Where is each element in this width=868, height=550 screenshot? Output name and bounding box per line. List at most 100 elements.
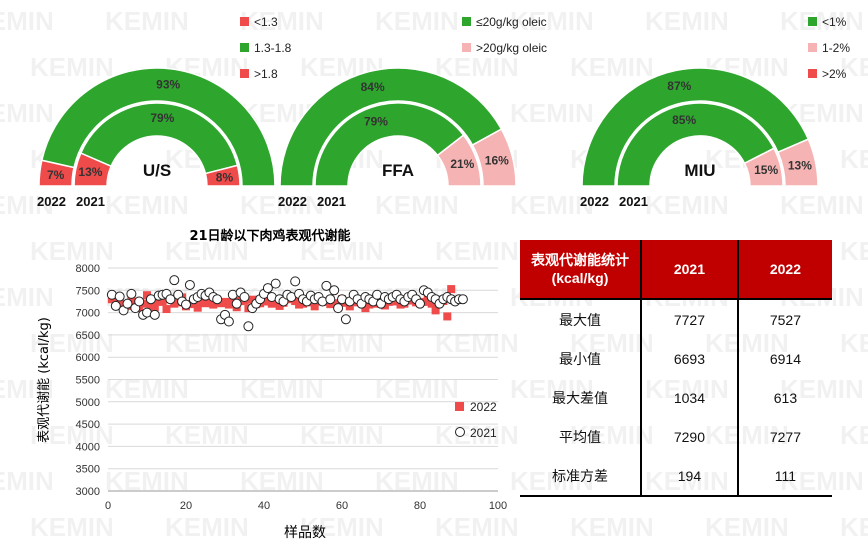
- legend-label: 1.3-1.8: [254, 41, 292, 55]
- table-cell: 7727: [641, 299, 739, 339]
- y-tick-label: 7000: [76, 308, 100, 320]
- point-2022: [447, 285, 456, 294]
- point-2022: [427, 299, 436, 308]
- legend-label: ≤20g/kg oleic: [476, 15, 547, 29]
- legend-swatch: [808, 43, 817, 52]
- point-2021: [110, 300, 121, 311]
- point-2021: [340, 314, 351, 325]
- gauge-segment: [471, 128, 517, 187]
- legend: 2022 2021: [455, 400, 497, 440]
- ring-year-label: 2021: [76, 194, 105, 209]
- table-header-text: 表观代谢能统计: [531, 252, 629, 268]
- ring-year-label: 2022: [278, 194, 307, 209]
- y-tick-label: 8000: [76, 263, 100, 275]
- table-header-row: 表观代谢能统计 (kcal/kg) 2021 2022: [520, 240, 832, 300]
- gauge-segment: [314, 102, 465, 187]
- point-2022: [162, 305, 171, 314]
- gauge-segment: [777, 138, 819, 187]
- segment-label: 79%: [150, 111, 174, 125]
- point-2022: [150, 303, 159, 312]
- segment-label: 87%: [667, 79, 691, 93]
- watermark-text: KEMIN: [840, 512, 868, 542]
- table-row: 最小值 6693 6914: [520, 339, 832, 378]
- ring-year-label: 2022: [37, 194, 66, 209]
- legend-swatch: [808, 69, 817, 78]
- legend-swatch: [240, 43, 249, 52]
- point-2021: [181, 299, 191, 310]
- point-2021: [134, 296, 145, 307]
- x-axis-label: 样品数: [284, 525, 326, 541]
- segment-label: 21%: [450, 157, 474, 171]
- segment-label: 16%: [485, 154, 509, 168]
- point-2021: [223, 316, 234, 327]
- y-axis-label: 表观代谢能 (kcal/kg): [36, 317, 52, 443]
- x-tick-label: 80: [414, 500, 426, 512]
- point-2022: [158, 297, 167, 306]
- x-tick-label: 100: [489, 500, 507, 512]
- legend-label: <1%: [822, 15, 847, 29]
- point-2021: [149, 309, 160, 320]
- point-2022: [193, 303, 202, 312]
- legend-label: >1.8: [254, 67, 278, 81]
- point-2021: [290, 276, 301, 287]
- gauge-segment: [279, 67, 503, 187]
- gauge-name: MIU: [684, 161, 715, 180]
- segment-label: 13%: [78, 165, 102, 179]
- table-cell: 6693: [641, 339, 739, 378]
- point-2022: [310, 302, 319, 311]
- segment-label: 85%: [672, 113, 696, 127]
- table-header-cell: 表观代谢能统计 (kcal/kg): [520, 240, 642, 300]
- point-2021: [415, 298, 425, 309]
- ring-year-label: 2021: [619, 194, 648, 209]
- point-2022: [201, 299, 210, 308]
- table-cell: 7277: [769, 428, 802, 445]
- ring-year-label: 2021: [317, 194, 346, 209]
- table-row: 最大差值 1034 613: [520, 378, 832, 417]
- table-cell: 7290: [641, 417, 739, 456]
- legend-label-2022: 2022: [470, 400, 497, 414]
- x-tick-label: 40: [258, 500, 270, 512]
- gauge-segment: [743, 147, 784, 187]
- point-2021: [321, 280, 332, 291]
- legend-label: 1-2%: [822, 41, 850, 55]
- data-points: [106, 275, 468, 332]
- y-tick-label: 3000: [76, 486, 100, 498]
- gauge-us: 7% 93% 13% 79% 8% U/S 2022 2021 <1.3 1.3-1.8 >1.8: [37, 15, 292, 209]
- y-tick-label: 4000: [76, 441, 100, 453]
- table-cell: 6914: [769, 350, 802, 367]
- table-row: 最大值 7727 7527: [520, 299, 832, 339]
- x-tick-label: 60: [336, 500, 348, 512]
- y-tick-label: 6500: [76, 330, 100, 342]
- point-2022: [330, 299, 339, 308]
- legend-swatch: [808, 17, 817, 26]
- legend-swatch: [462, 43, 471, 52]
- scatter-chart: 21日龄以下肉鸡表观代谢能 3000 3500 4000 4500 5000 5500 60…: [36, 228, 508, 541]
- gauge-name: FFA: [382, 161, 414, 180]
- legend-label: >2%: [822, 67, 847, 81]
- segment-label: 84%: [361, 80, 385, 94]
- point-2021: [329, 285, 340, 296]
- watermark-text: KEMIN: [705, 512, 789, 542]
- y-tick-label: 6000: [76, 352, 100, 364]
- legend-label: >20g/kg oleic: [476, 41, 547, 55]
- table-header-text: (kcal/kg): [551, 270, 609, 286]
- legend-marker-2022: [455, 402, 464, 411]
- point-2022: [431, 306, 440, 315]
- segment-label: 93%: [156, 78, 180, 92]
- legend-swatch: [240, 17, 249, 26]
- point-2021: [325, 294, 336, 305]
- table-cell: 最小值: [520, 339, 642, 378]
- point-2021: [262, 283, 273, 294]
- y-tick-label: 5000: [76, 397, 100, 409]
- point-2021: [457, 294, 468, 305]
- gauge-segment: [436, 134, 482, 187]
- gauge-segment: [581, 67, 810, 187]
- axes: 3000 3500 4000 4500 5000 5500 6000 6500 7000 7500…: [76, 263, 508, 512]
- gauge-miu: 87% 13% 85% 15% MIU 2022 2021 <1% 1-2% >2%: [580, 15, 850, 209]
- point-2022: [248, 295, 257, 304]
- point-2021: [169, 275, 180, 286]
- point-2021: [114, 291, 125, 302]
- point-2022: [143, 291, 151, 300]
- watermark-text: KEMIN: [840, 420, 868, 450]
